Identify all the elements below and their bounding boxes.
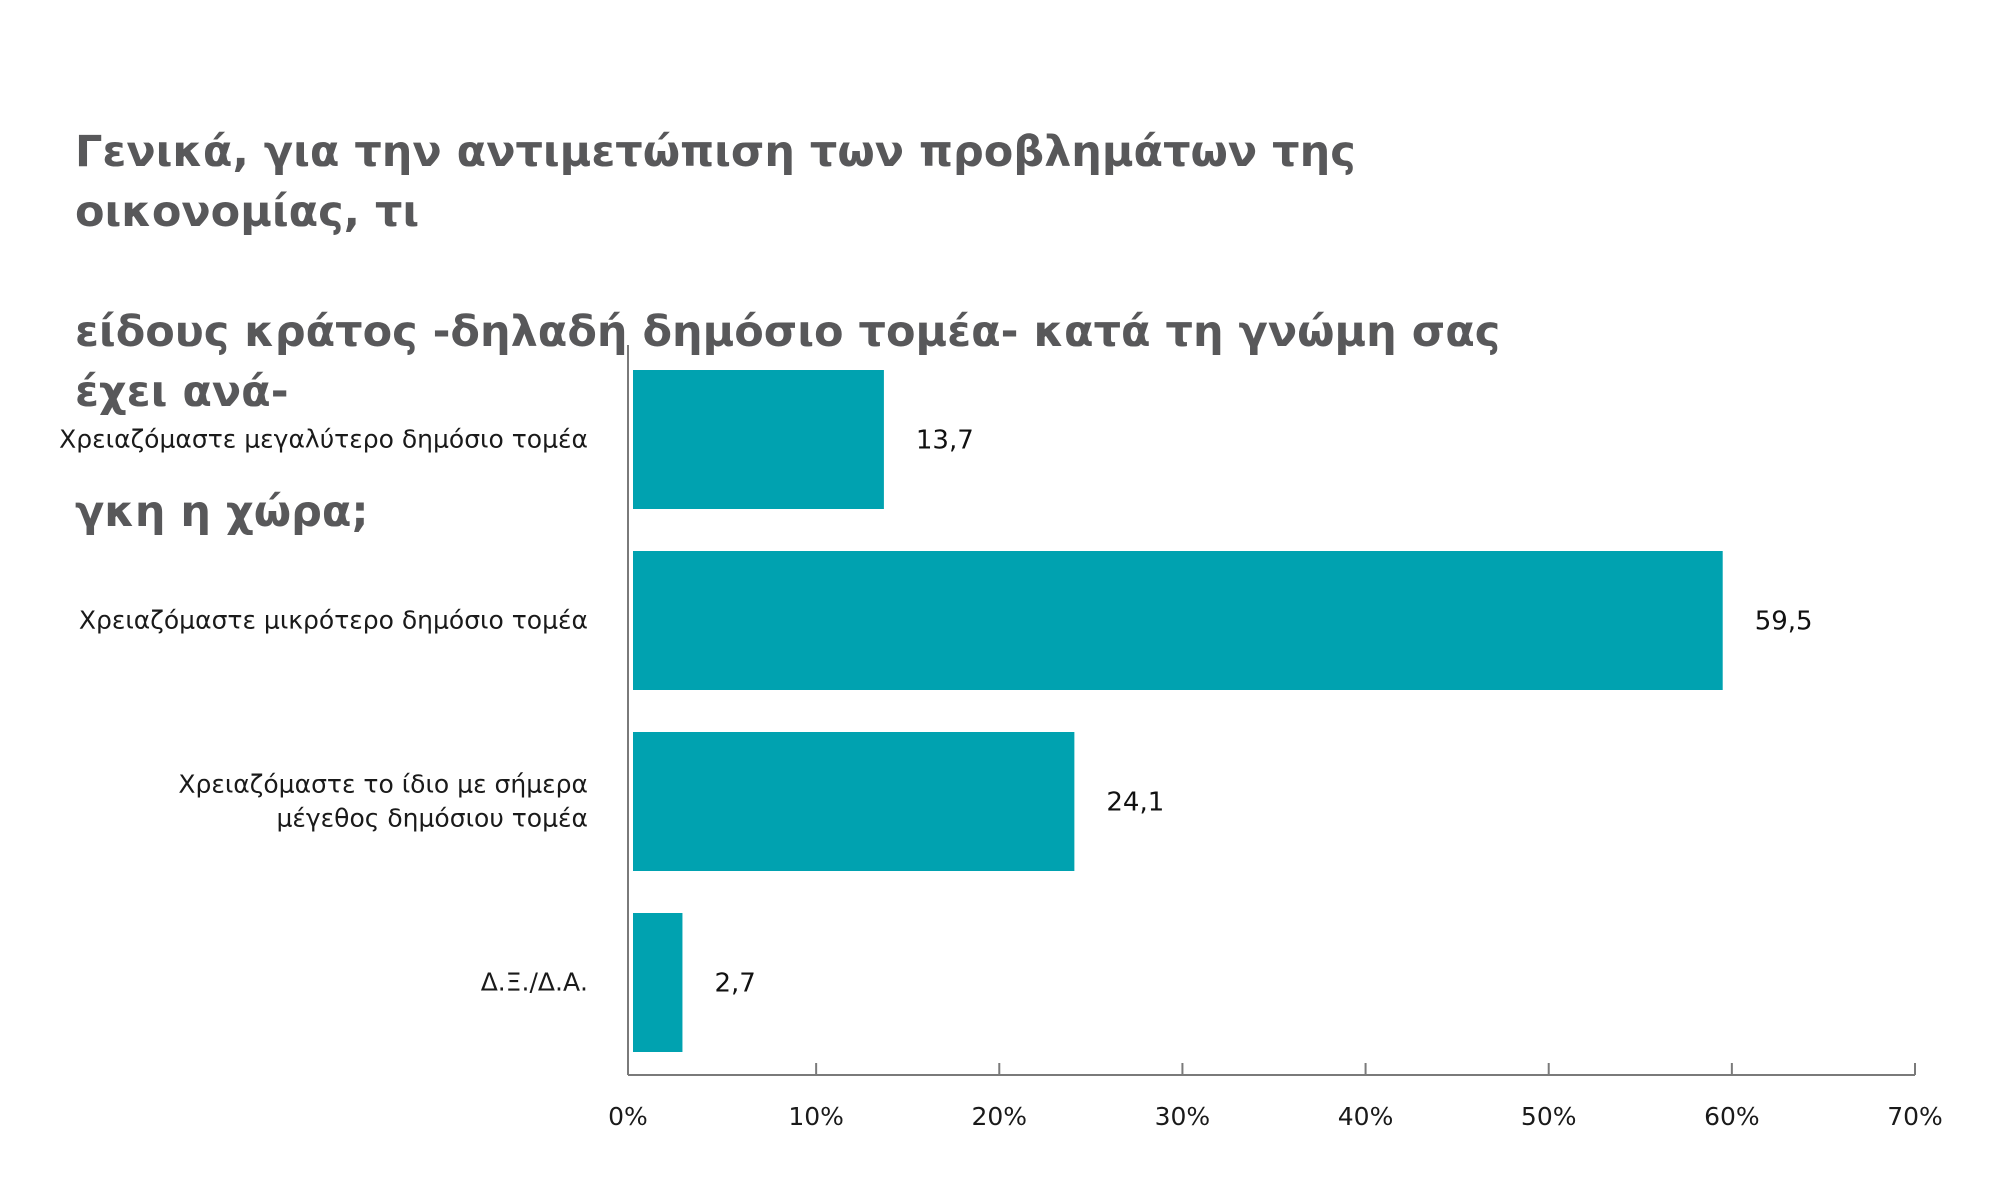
category-label-4: Δ.Ξ./Δ.Α. — [481, 968, 588, 997]
bar-1 — [633, 370, 884, 509]
value-label-2: 59,5 — [1755, 607, 1813, 637]
bars-group — [633, 370, 1723, 1052]
axes-group: 0% 10% 20% 30% 40% 50% 60% 70% — [608, 345, 1943, 1131]
bar-2 — [633, 551, 1723, 690]
chart-title-line-2: είδους κράτος -δηλαδή δημόσιο τομέα- κατ… — [75, 307, 1501, 417]
value-label-1: 13,7 — [916, 426, 974, 456]
category-label-1-line-1: Χρειαζόμαστε μεγαλύτερο δημόσιο τομέα — [59, 425, 588, 454]
chart-title-line-3: γκη η χώρα; — [75, 487, 369, 537]
bar-3 — [633, 732, 1075, 871]
category-label-2: Χρειαζόμαστε μικρότερο δημόσιο τομέα — [79, 606, 588, 635]
x-tick-label-7: 70% — [1887, 1102, 1943, 1131]
category-label-3-line-1: Χρειαζόμαστε το ίδιο με σήμερα — [178, 770, 588, 799]
x-tick-label-4: 40% — [1338, 1102, 1394, 1131]
value-label-4: 2,7 — [714, 969, 755, 999]
value-label-3: 24,1 — [1106, 788, 1164, 818]
x-tick-label-1: 10% — [788, 1102, 844, 1131]
x-tick-label-6: 60% — [1704, 1102, 1760, 1131]
bar-4 — [633, 913, 683, 1052]
x-tick-label-3: 30% — [1155, 1102, 1211, 1131]
x-tick-label-5: 50% — [1521, 1102, 1577, 1131]
value-labels-group: 13,7 59,5 24,1 2,7 — [714, 426, 1812, 999]
chart-title-line-1: Γενικά, για την αντιμετώπιση των προβλημ… — [75, 127, 1356, 237]
category-label-3: Χρειαζόμαστε το ίδιο με σήμερα μέγεθος δη… — [178, 770, 588, 833]
category-labels-group: Χρειαζόμαστε μεγαλύτερο δημόσιο τομέα Χρε… — [59, 425, 588, 997]
category-label-2-line-1: Χρειαζόμαστε μικρότερο δημόσιο τομέα — [79, 606, 588, 635]
x-tick-label-2: 20% — [971, 1102, 1027, 1131]
x-tick-label-0: 0% — [608, 1102, 648, 1131]
chart-title: Γενικά, για την αντιμετώπιση των προβλημ… — [75, 62, 1595, 542]
category-label-3-line-2: μέγεθος δημόσιου τομέα — [276, 804, 588, 833]
category-label-4-line-1: Δ.Ξ./Δ.Α. — [481, 968, 588, 997]
category-label-1: Χρειαζόμαστε μεγαλύτερο δημόσιο τομέα — [59, 425, 588, 454]
